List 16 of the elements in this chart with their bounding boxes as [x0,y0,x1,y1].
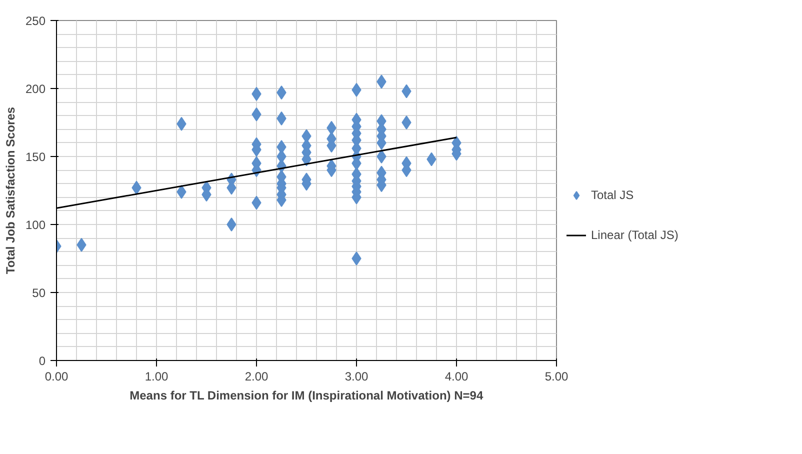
x-tick-label: 1.00 [144,370,169,384]
y-tick-label: 250 [25,14,46,28]
legend-label: Linear (Total JS) [591,228,678,242]
y-tick-label: 150 [25,150,46,164]
y-tick-label: 100 [25,218,46,232]
x-tick-label: 4.00 [444,370,469,384]
legend-label: Total JS [591,188,634,202]
x-tick-label: 3.00 [344,370,369,384]
x-tick-label: 0.00 [44,370,69,384]
y-tick-label: 200 [25,82,46,96]
x-axis-title: Means for TL Dimension for IM (Inspirational Motivation) N=94 [130,388,484,402]
x-tick-label: 5.00 [544,370,569,384]
y-tick-label: 0 [38,354,46,368]
x-tick-label: 2.00 [244,370,269,384]
y-tick-label: 50 [32,286,46,300]
y-axis-title: Total Job Satisfaction Scores [3,106,18,274]
